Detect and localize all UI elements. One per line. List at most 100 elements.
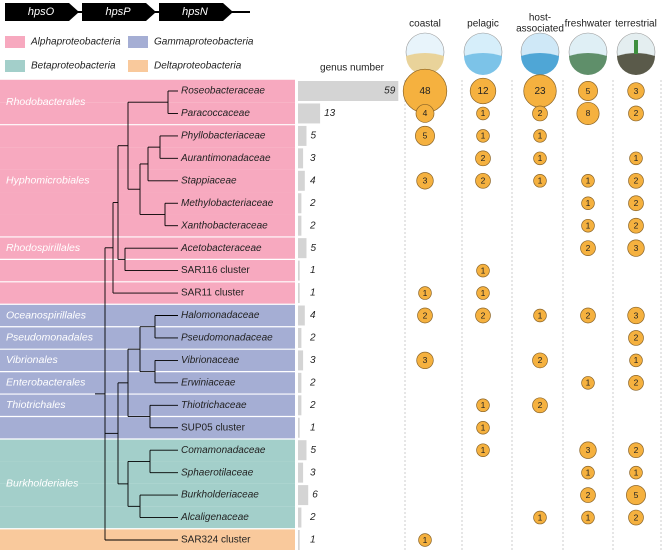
count-bubble bbox=[415, 125, 435, 146]
family-label: Vibrionaceae bbox=[181, 355, 240, 366]
count-bubble bbox=[476, 443, 490, 457]
habitat-label: host- bbox=[529, 13, 551, 24]
genus-value: 1 bbox=[310, 288, 316, 299]
count-label: 1 bbox=[538, 153, 543, 163]
legend-swatch bbox=[5, 60, 25, 72]
row-band bbox=[0, 124, 295, 148]
family-label: Burkholderiaceae bbox=[181, 490, 259, 501]
genus-value: 5 bbox=[311, 445, 317, 456]
count-label: 2 bbox=[481, 153, 486, 163]
habitat-label: associated bbox=[516, 24, 564, 35]
order-label: Thiotrichales bbox=[6, 399, 66, 411]
count-label: 1 bbox=[481, 400, 486, 410]
family-label: Acetobacteraceae bbox=[180, 243, 262, 254]
family-label: SUP05 cluster bbox=[181, 422, 246, 433]
count-label: 2 bbox=[634, 108, 639, 118]
count-bubble bbox=[532, 105, 548, 122]
row-band bbox=[0, 349, 295, 372]
count-label: 1 bbox=[586, 378, 591, 388]
count-bubble bbox=[580, 487, 596, 503]
habitat-label: pelagic bbox=[467, 19, 499, 30]
count-bubble bbox=[418, 286, 432, 300]
count-bubble bbox=[475, 150, 491, 167]
order-label: Vibrionales bbox=[6, 354, 59, 366]
row-band bbox=[0, 147, 295, 170]
gene-label: hpsO bbox=[28, 6, 55, 18]
count-label: 1 bbox=[538, 310, 543, 320]
genus-value: 5 bbox=[311, 243, 317, 254]
count-label: 2 bbox=[634, 445, 639, 455]
row-band bbox=[0, 79, 295, 103]
genus-value: 1 bbox=[310, 535, 316, 546]
genus-bar bbox=[298, 507, 302, 528]
family-label: Phyllobacteriaceae bbox=[181, 131, 266, 142]
count-bubble bbox=[628, 330, 644, 346]
count-label: 2 bbox=[423, 310, 428, 320]
count-bubble bbox=[580, 240, 596, 256]
gene-label: hpsN bbox=[182, 6, 208, 18]
count-bubble bbox=[628, 442, 644, 459]
count-label: 1 bbox=[481, 108, 486, 118]
count-label: 23 bbox=[534, 86, 546, 97]
count-label: 1 bbox=[634, 355, 639, 365]
count-label: 1 bbox=[538, 176, 543, 186]
genus-value: 3 bbox=[310, 467, 316, 478]
count-bubble bbox=[533, 129, 547, 143]
genus-value: 2 bbox=[309, 220, 316, 231]
genus-bar bbox=[298, 193, 302, 214]
count-bubble bbox=[475, 307, 491, 324]
genus-bar bbox=[298, 148, 304, 169]
count-bubble bbox=[580, 307, 596, 324]
family-label: Methylobacteriaceae bbox=[181, 198, 274, 209]
habitat-label: coastal bbox=[409, 19, 441, 30]
row-band bbox=[0, 416, 295, 439]
count-bubble bbox=[581, 465, 595, 480]
legend-swatch bbox=[5, 36, 25, 48]
genus-bar bbox=[298, 440, 307, 461]
count-label: 1 bbox=[586, 512, 591, 522]
count-bubble bbox=[629, 465, 643, 480]
count-label: 12 bbox=[477, 86, 489, 97]
habitat-icon bbox=[405, 32, 445, 75]
habitat-icon bbox=[520, 32, 560, 75]
row-band bbox=[0, 371, 295, 395]
count-label: 2 bbox=[538, 355, 543, 365]
count-bubble bbox=[475, 172, 491, 189]
family-label: Alcaligenaceae bbox=[180, 512, 249, 523]
genus-value: 4 bbox=[310, 310, 316, 321]
count-bubble bbox=[476, 421, 490, 435]
icon-ground bbox=[521, 53, 559, 75]
count-bubble bbox=[476, 286, 490, 300]
count-bubble bbox=[628, 509, 644, 526]
genus-value: 1 bbox=[310, 422, 316, 433]
legend-label: Betaproteobacteria bbox=[31, 61, 116, 72]
count-label: 1 bbox=[634, 153, 639, 163]
count-label: 2 bbox=[634, 333, 639, 343]
family-label: SAR11 cluster bbox=[181, 288, 245, 299]
count-bubble bbox=[628, 217, 644, 234]
genus-bar bbox=[298, 327, 302, 348]
habitat-label: terrestrial bbox=[615, 19, 657, 30]
count-label: 2 bbox=[538, 400, 543, 410]
order-label: Rhodobacterales bbox=[6, 96, 86, 108]
family-label: Paracoccaceae bbox=[181, 108, 250, 119]
genus-bar bbox=[298, 81, 399, 101]
icon-ground bbox=[569, 53, 607, 75]
count-bubble bbox=[581, 174, 595, 188]
count-label: 1 bbox=[634, 467, 639, 477]
genus-bar bbox=[298, 238, 307, 259]
genus-value: 5 bbox=[311, 131, 317, 142]
legend-swatch bbox=[128, 60, 148, 72]
count-bubble bbox=[476, 106, 490, 121]
count-label: 5 bbox=[586, 86, 591, 96]
genus-bar bbox=[298, 170, 305, 191]
genus-bar bbox=[298, 283, 300, 304]
count-label: 2 bbox=[481, 176, 486, 186]
row-band bbox=[0, 192, 295, 215]
family-label: Thiotrichaceae bbox=[181, 400, 247, 411]
count-bubble bbox=[532, 352, 548, 369]
count-label: 2 bbox=[481, 310, 486, 320]
count-bubble bbox=[476, 398, 490, 413]
count-label: 1 bbox=[586, 198, 591, 208]
